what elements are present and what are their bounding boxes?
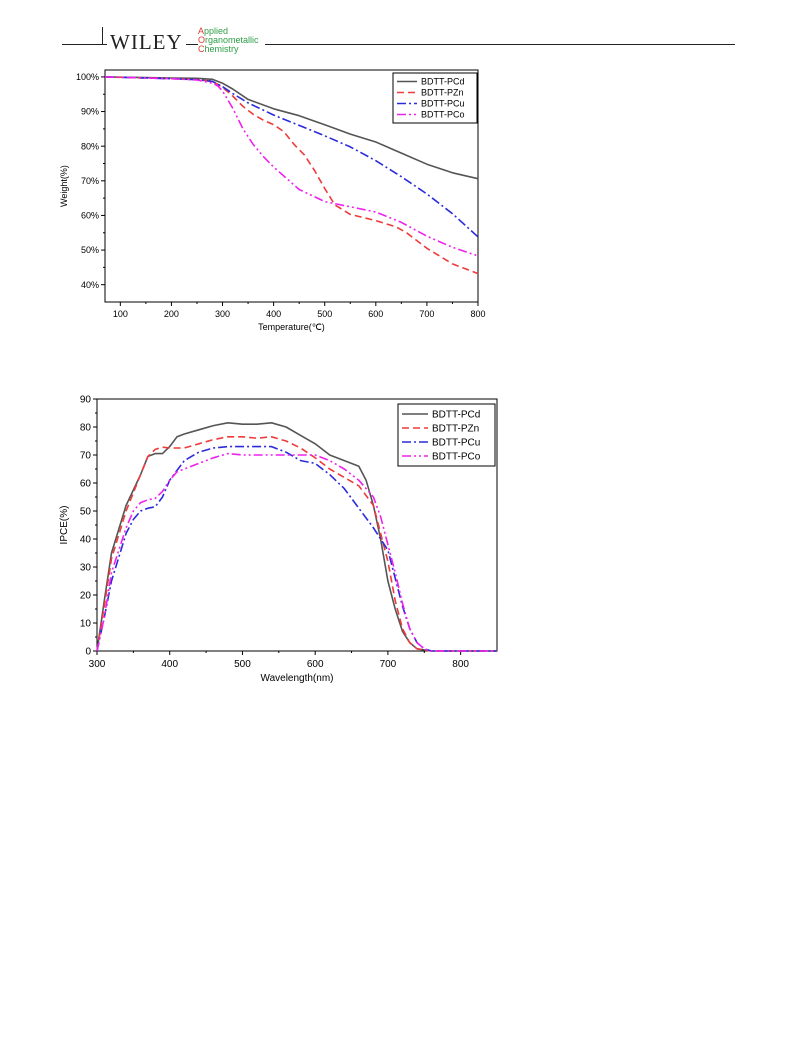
x-tick-label: 500 bbox=[317, 309, 332, 319]
x-tick-label: 300 bbox=[89, 659, 106, 670]
y-tick-label: 0 bbox=[85, 647, 91, 658]
y-tick-label: 40% bbox=[81, 280, 99, 290]
header-rule-mid bbox=[186, 44, 198, 45]
legend-label: BDTT-PCo bbox=[421, 110, 465, 120]
y-tick-label: 50% bbox=[81, 245, 99, 255]
y-tick-label: 90% bbox=[81, 107, 99, 117]
legend-label: BDTT-PZn bbox=[421, 88, 464, 98]
y-tick-label: 40 bbox=[80, 535, 92, 546]
x-tick-label: 600 bbox=[368, 309, 383, 319]
x-tick-label: 400 bbox=[161, 659, 178, 670]
x-tick-label: 300 bbox=[215, 309, 230, 319]
header-rule-tick bbox=[102, 27, 103, 44]
journal-line-1: Applied bbox=[198, 27, 259, 36]
tga-chart: 100 200 300 400 500 600 700 800 40% 50% 60% 70% 80% 9… bbox=[59, 69, 486, 332]
x-tick-label: 600 bbox=[307, 659, 324, 670]
journal-word: rganometallic bbox=[205, 35, 259, 45]
legend-label: BDTT-PZn bbox=[432, 424, 479, 435]
journal-word: pplied bbox=[204, 26, 229, 36]
y-tick-label: 70 bbox=[80, 451, 92, 462]
publisher-logo: WILEY bbox=[110, 30, 183, 54]
y-tick-label: 60 bbox=[80, 479, 92, 490]
legend-label: BDTT-PCo bbox=[432, 452, 481, 463]
y-tick-label: 80 bbox=[80, 423, 92, 434]
x-tick-label: 800 bbox=[470, 309, 485, 319]
series-line-bdtt-pco bbox=[104, 76, 479, 257]
x-tick-label: 700 bbox=[419, 309, 434, 319]
x-tick-label: 400 bbox=[266, 309, 281, 319]
legend-label: BDTT-PCu bbox=[421, 99, 465, 109]
journal-word: hemistry bbox=[204, 44, 239, 54]
journal-line-2: Organometallic bbox=[198, 36, 259, 45]
x-tick-label: 100 bbox=[113, 309, 128, 319]
journal-initial: C bbox=[198, 44, 205, 54]
header-rule-left bbox=[62, 44, 107, 45]
y-tick-label: 30 bbox=[80, 563, 92, 574]
legend-box bbox=[392, 72, 478, 124]
series-line-bdtt-pcd bbox=[96, 421, 497, 652]
journal-initial: A bbox=[198, 26, 205, 36]
x-tick-label: 800 bbox=[452, 659, 469, 670]
series-line-bdtt-pcu bbox=[104, 76, 479, 238]
journal-initial: O bbox=[198, 35, 206, 45]
y-axis-label: IPCE(%) bbox=[59, 506, 70, 545]
legend-label: BDTT-PCu bbox=[432, 438, 480, 449]
y-tick-label: 100% bbox=[76, 72, 99, 82]
legend-label: BDTT-PCd bbox=[421, 77, 465, 87]
series-line-bdtt-pcu bbox=[96, 445, 497, 652]
y-tick-label: 90 bbox=[80, 395, 92, 406]
x-tick-label: 500 bbox=[234, 659, 251, 670]
journal-name: Applied Organometallic Chemistry bbox=[198, 27, 259, 54]
series-line-bdtt-pco bbox=[96, 452, 497, 652]
y-axis-label: Weight(%) bbox=[59, 165, 69, 207]
header-rule-right bbox=[265, 44, 735, 45]
y-tick-label: 10 bbox=[80, 619, 92, 630]
x-tick-label: 700 bbox=[380, 659, 397, 670]
x-axis-label: Temperature(℃) bbox=[258, 322, 325, 332]
x-tick-label: 200 bbox=[164, 309, 179, 319]
legend-label: BDTT-PCd bbox=[432, 410, 480, 421]
journal-line-3: Chemistry bbox=[198, 45, 259, 54]
series-line-bdtt-pcd bbox=[104, 76, 479, 180]
ipce-chart: 300 400 500 600 700 800 0 10 20 30 40 50 60 70 80 90 Wav… bbox=[59, 395, 498, 684]
y-tick-label: 80% bbox=[81, 141, 99, 151]
series-line-bdtt-pzn bbox=[96, 435, 497, 652]
x-axis-label: Wavelength(nm) bbox=[261, 673, 334, 684]
page-header: WILEY Applied Organometallic Chemistry bbox=[0, 0, 793, 60]
plot-frame bbox=[104, 69, 479, 303]
y-tick-label: 70% bbox=[81, 176, 99, 186]
y-tick-label: 50 bbox=[80, 507, 92, 518]
y-tick-label: 60% bbox=[81, 211, 99, 221]
y-tick-label: 20 bbox=[80, 591, 92, 602]
